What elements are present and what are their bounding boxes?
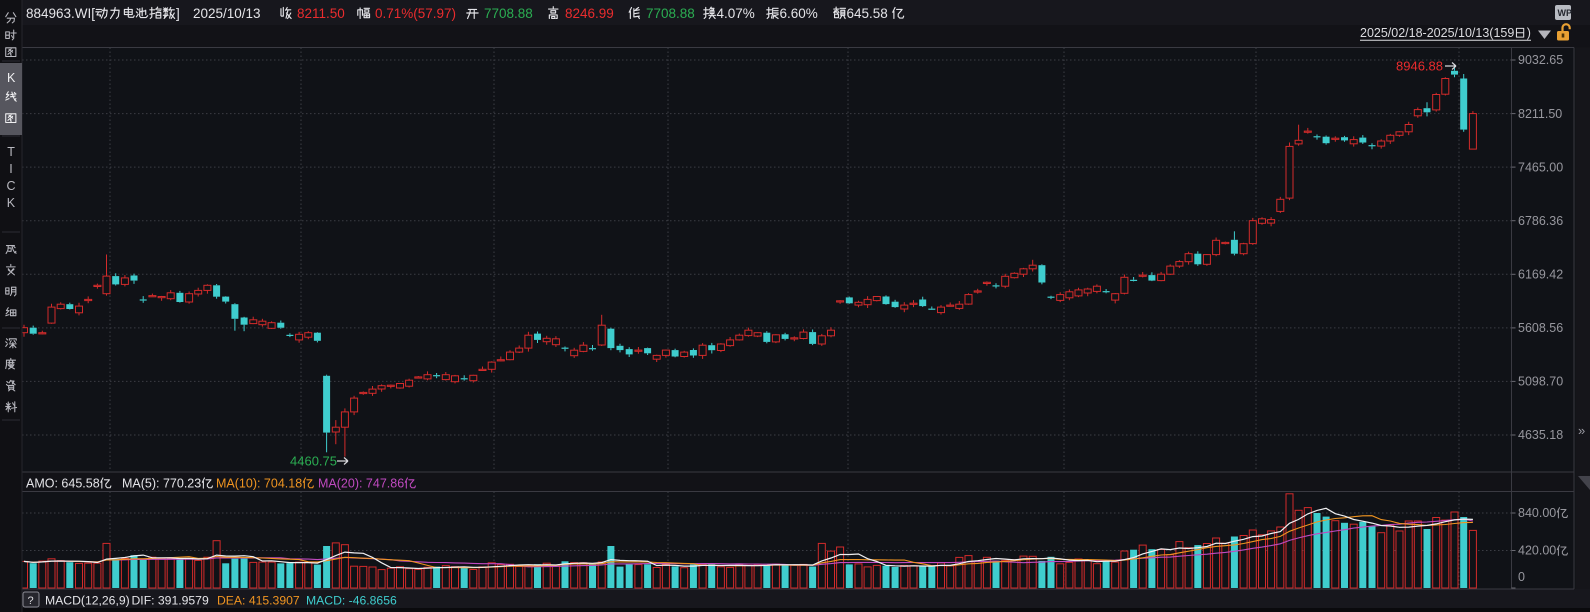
- svg-text:T: T: [7, 145, 15, 159]
- svg-text:4.07%: 4.07%: [717, 6, 755, 21]
- svg-text:8211.50: 8211.50: [1518, 107, 1562, 121]
- svg-text:»: »: [1578, 423, 1585, 438]
- svg-text:]: ]: [176, 6, 180, 21]
- svg-text:0.71%(57.97): 0.71%(57.97): [375, 6, 456, 21]
- svg-text:8946.88: 8946.88: [1396, 59, 1443, 74]
- svg-text:4635.18: 4635.18: [1518, 428, 1563, 442]
- svg-text:WP: WP: [1558, 8, 1573, 18]
- svg-text:4460.75: 4460.75: [290, 454, 337, 469]
- svg-text:6.60%: 6.60%: [780, 6, 818, 21]
- svg-text:5098.70: 5098.70: [1518, 375, 1563, 389]
- svg-text:MACD: -46.8656: MACD: -46.8656: [306, 594, 397, 608]
- svg-text:420.00: 420.00: [1518, 544, 1556, 558]
- svg-text:884963.WI[: 884963.WI[: [26, 6, 95, 21]
- svg-text:2025/10/13: 2025/10/13: [193, 6, 261, 21]
- svg-text:7465.00: 7465.00: [1518, 160, 1563, 174]
- svg-text:8211.50: 8211.50: [297, 6, 345, 21]
- svg-text:MA(20): 747.86: MA(20): 747.86: [318, 477, 404, 491]
- svg-text:7708.88: 7708.88: [646, 6, 695, 21]
- svg-text:840.00: 840.00: [1518, 506, 1556, 520]
- svg-text:MA(10): 704.18: MA(10): 704.18: [216, 477, 302, 491]
- svg-text:?: ?: [28, 595, 34, 607]
- svg-text:C: C: [7, 179, 16, 193]
- svg-text:7708.88: 7708.88: [484, 6, 533, 21]
- svg-text:645.58: 645.58: [847, 6, 888, 21]
- svg-text:K: K: [7, 196, 16, 210]
- svg-text:I: I: [9, 162, 12, 176]
- svg-text:AMO: 645.58: AMO: 645.58: [26, 477, 100, 491]
- svg-text:0: 0: [1518, 570, 1525, 584]
- svg-text:K: K: [7, 71, 16, 85]
- svg-text:9032.65: 9032.65: [1518, 53, 1563, 67]
- svg-text:MACD(12,26,9): MACD(12,26,9): [45, 594, 130, 608]
- svg-text:): ): [1527, 26, 1531, 40]
- svg-text:MA(5): 770.23: MA(5): 770.23: [122, 477, 201, 491]
- svg-text:6169.42: 6169.42: [1518, 268, 1563, 282]
- svg-text:2025/02/18-2025/10/13(159: 2025/02/18-2025/10/13(159: [1360, 26, 1514, 40]
- svg-text:DIF: 391.9579: DIF: 391.9579: [132, 594, 209, 608]
- svg-text:6786.36: 6786.36: [1518, 214, 1563, 228]
- svg-text:DEA: 415.3907: DEA: 415.3907: [217, 594, 300, 608]
- svg-text:5608.56: 5608.56: [1518, 321, 1563, 335]
- svg-text:8246.99: 8246.99: [565, 6, 614, 21]
